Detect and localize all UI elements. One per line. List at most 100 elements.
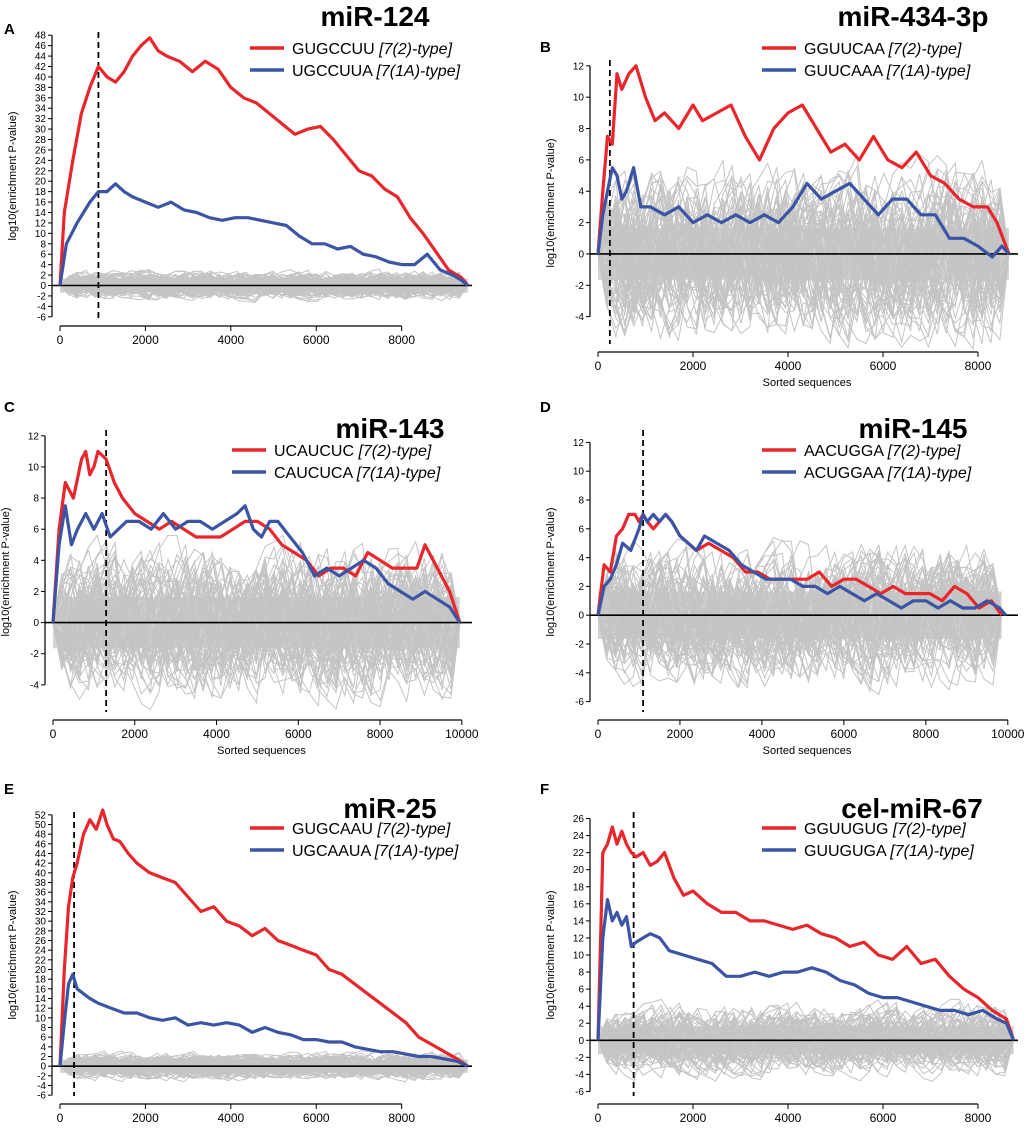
panel-title: miR-434-3p	[838, 1, 989, 32]
legend-label: GGUUCAA [7(2)-type]	[804, 41, 962, 58]
y-tick-label: 10	[35, 229, 47, 240]
x-tick-label: 0	[595, 1111, 602, 1125]
series-line-GUUGUGA	[596, 897, 1016, 1041]
y-tick-label: 22	[35, 955, 47, 966]
y-tick-label: 26	[35, 145, 47, 156]
y-tick-label: 12	[28, 431, 40, 442]
legend-label: GUGCAAU [7(2)-type]	[292, 821, 451, 838]
x-tick-label: 4000	[217, 1111, 244, 1125]
legend-label: UCAUCUC [7(2)-type]	[274, 443, 432, 460]
y-tick-label: 48	[35, 830, 47, 841]
y-tick-label: 18	[35, 187, 47, 198]
legend-label: CAUCUCA [7(1A)-type]	[274, 465, 441, 482]
y-tick-label: -2	[575, 1053, 584, 1064]
y-tick-label: 30	[35, 125, 47, 136]
x-tick-label: 6000	[303, 1111, 330, 1125]
x-tick-label: 4000	[749, 727, 776, 741]
y-tick-label: 0	[40, 1062, 46, 1073]
x-tick-label: 10000	[445, 727, 479, 741]
x-tick-label: 8000	[912, 727, 939, 741]
x-tick-label: 2000	[667, 727, 694, 741]
y-tick-label: 48	[35, 31, 47, 42]
y-tick-label: -2	[37, 1071, 46, 1082]
background-curve	[59, 270, 469, 300]
y-axis-title: log10(enrichment P-value)	[7, 111, 19, 240]
x-tick-label: 0	[595, 727, 602, 741]
y-tick-label: -4	[37, 302, 46, 313]
legend-label: UGCAAUA [7(1A)-type]	[292, 843, 459, 860]
x-axis: 0 2000 4000 6000 8000	[595, 1103, 992, 1125]
panel-f: Fcel-miR-67-6-4-202468101214161820222426…	[540, 781, 1018, 1125]
series-line-GUGCCUU	[58, 36, 470, 287]
y-tick-label: 42	[35, 62, 47, 73]
y-tick-label: 0	[578, 611, 584, 622]
x-axis: 0 2000 4000 6000 8000 10000	[595, 719, 1025, 741]
x-tick-label: 2000	[132, 333, 159, 347]
x-tick-label: 8000	[965, 1111, 992, 1125]
panel-letter: E	[4, 781, 14, 798]
panel-letter: C	[4, 399, 15, 416]
y-tick-label: -2	[575, 281, 584, 292]
legend: GUGCAAU [7(2)-type] UGCAAUA [7(1A)-type]	[250, 821, 459, 860]
y-tick-label: 16	[35, 198, 47, 209]
y-tick-label: 16	[35, 984, 47, 995]
y-axis-title: log10(enrichment P-value)	[545, 507, 557, 636]
y-tick-label: 36	[35, 888, 47, 899]
y-tick-label: 24	[573, 831, 585, 842]
y-tick-label: 2	[33, 587, 39, 598]
y-tick-label: 2	[578, 582, 584, 593]
y-tick-label: 6	[578, 155, 584, 166]
background-curves	[597, 152, 1010, 350]
legend: GGUUCAA [7(2)-type] GUUCAAA [7(1A)-type]	[762, 41, 971, 80]
x-tick-label: 8000	[388, 1111, 415, 1125]
x-tick-label: 4000	[217, 333, 244, 347]
panel-letter: F	[540, 781, 549, 798]
y-tick-label: 12	[573, 438, 585, 449]
y-tick-label: 40	[35, 868, 47, 879]
x-tick-label: 8000	[388, 333, 415, 347]
y-tick-label: 18	[35, 975, 47, 986]
x-tick-label: 6000	[303, 333, 330, 347]
background-curve	[597, 1001, 1014, 1063]
x-tick-label: 0	[595, 359, 602, 373]
y-tick-label: 30	[35, 917, 47, 928]
y-tick-label: 6	[33, 525, 39, 536]
background-curve	[597, 1003, 1014, 1075]
y-tick-label: 2	[40, 1052, 46, 1063]
x-tick-label: 6000	[870, 359, 897, 373]
y-tick-label: 2	[578, 1019, 584, 1030]
y-axis-title: log10(enrichment P-value)	[0, 507, 12, 636]
y-tick-label: 20	[35, 965, 47, 976]
y-tick-label: 20	[35, 177, 47, 188]
y-tick-label: 22	[573, 848, 585, 859]
x-tick-label: 2000	[680, 1111, 707, 1125]
y-tick-label: 52	[35, 810, 47, 821]
y-tick-label: -6	[575, 1087, 584, 1098]
legend-label: GUGCCUU [7(2)-type]	[292, 41, 453, 58]
x-axis: 0 2000 4000 6000 8000 10000	[50, 719, 479, 741]
series-line-GGUUCAA	[596, 64, 1011, 255]
x-axis: 0 2000 4000 6000 8000	[57, 325, 415, 347]
y-tick-label: 2	[578, 218, 584, 229]
y-tick-label: 10	[35, 1013, 47, 1024]
x-tick-label: 8000	[367, 727, 394, 741]
background-curve	[597, 188, 1010, 340]
y-tick-label: 4	[40, 260, 46, 271]
x-tick-label: 10000	[991, 727, 1025, 741]
y-tick-label: 4	[578, 1002, 584, 1013]
y-tick-label: -2	[575, 640, 584, 651]
y-tick-label: 18	[573, 882, 585, 893]
legend-label: GUUCAAA [7(1A)-type]	[804, 63, 971, 80]
y-tick-label: -6	[575, 697, 584, 708]
y-tick-label: 10	[28, 462, 40, 473]
y-tick-label: 4	[578, 187, 584, 198]
y-axis-title: log10(enrichment P-value)	[545, 890, 557, 1019]
y-axis: -6-4-20246810121416182022242628303234363…	[35, 31, 53, 323]
y-tick-label: 8	[578, 124, 584, 135]
y-axis: -4 -2 0 2 4 6 8 10 12	[28, 431, 46, 691]
y-tick-label: 14	[35, 994, 47, 1005]
y-axis: -6 -4 -2 0 2 4 6 8 10 12	[573, 438, 591, 708]
y-tick-label: 24	[35, 946, 47, 957]
